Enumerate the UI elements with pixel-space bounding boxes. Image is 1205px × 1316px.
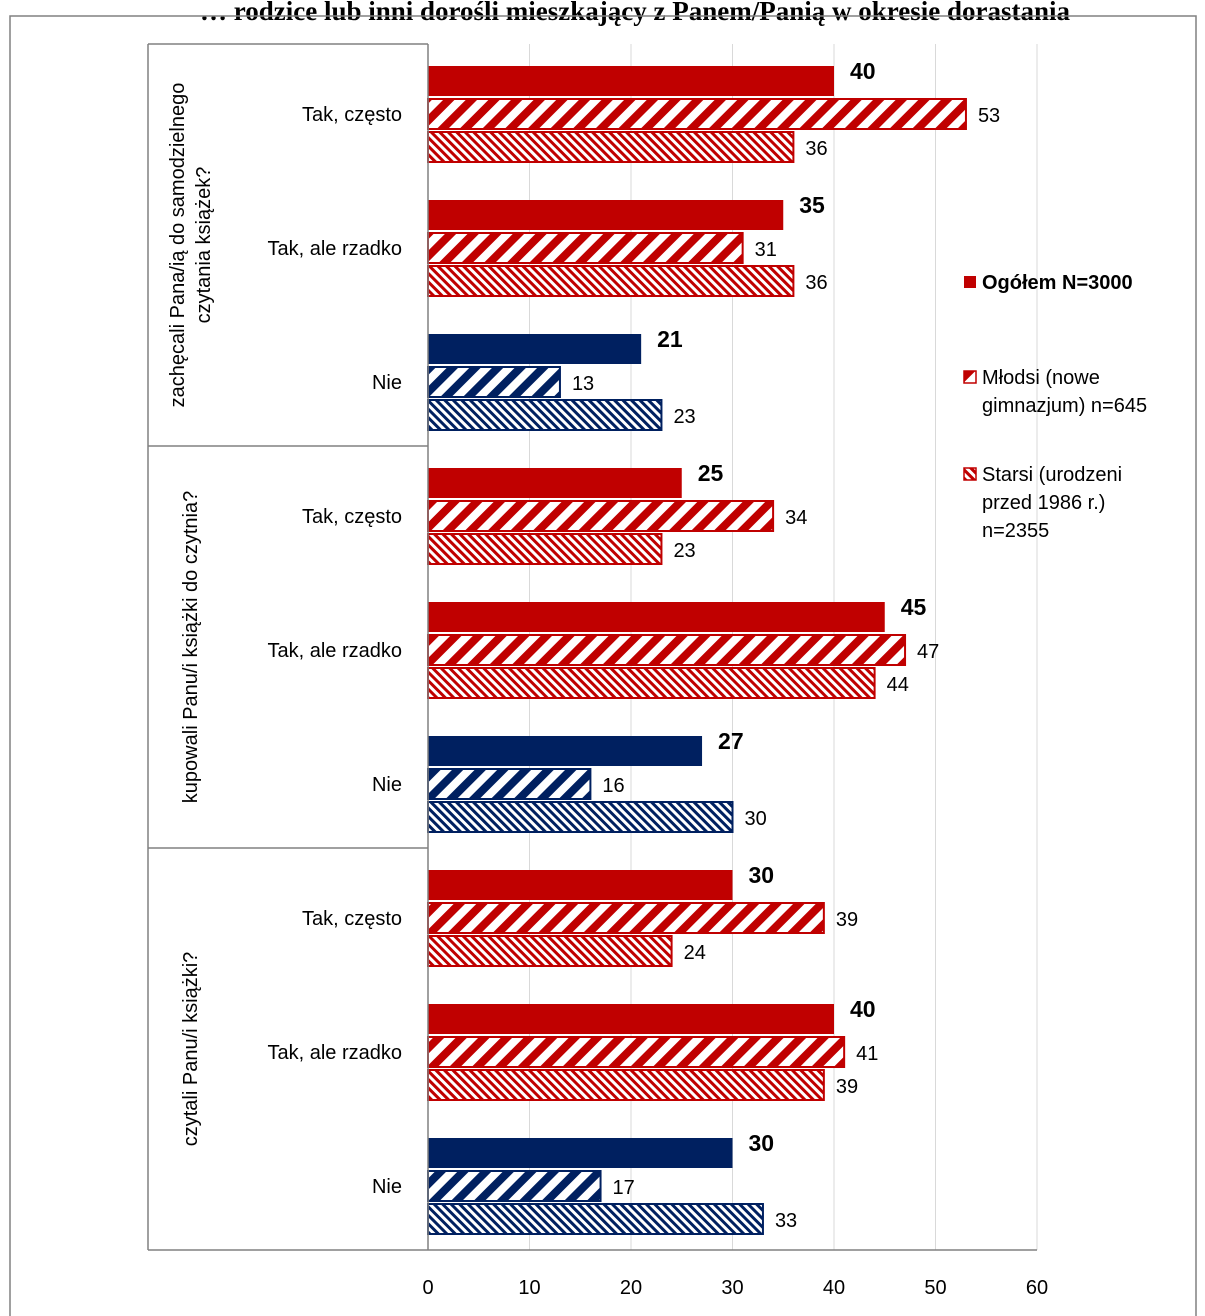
- chart-frame: [9, 15, 1197, 1316]
- bar: [427, 1069, 825, 1101]
- value-label: 27: [718, 728, 744, 754]
- bar: [427, 1203, 764, 1235]
- x-tick-label: 40: [823, 1277, 845, 1299]
- value-label: 23: [673, 540, 695, 562]
- value-label: 39: [836, 909, 858, 931]
- value-label: 36: [805, 272, 827, 294]
- bar: [428, 200, 784, 230]
- legend: Ogółem N=3000 Młodsi (nowe gimnazjum) n=64…: [963, 272, 1147, 542]
- bar: [428, 1138, 733, 1168]
- bars: [427, 66, 967, 1235]
- value-label: 33: [775, 1210, 797, 1232]
- x-axis: 0 10 20 30 40 50 60: [148, 44, 1048, 1299]
- bar: [428, 736, 703, 766]
- value-label: 40: [850, 58, 876, 84]
- category-label: Tak, ale rzadko: [267, 640, 402, 662]
- legend-label: Młodsi (nowe gimnazjum) n=645: [982, 367, 1147, 417]
- bar: [427, 1170, 602, 1202]
- bar: [427, 935, 673, 967]
- bar: [427, 902, 825, 934]
- legend-label: Starsi (urodzeni przed 1986 r.) n=2355: [982, 464, 1122, 542]
- category-label: Tak, często: [302, 908, 402, 930]
- category-label: Nie: [372, 372, 402, 394]
- value-label: 30: [745, 808, 767, 830]
- value-label: 36: [805, 138, 827, 160]
- legend-label: Ogółem N=3000: [982, 272, 1133, 294]
- x-tick-label: 60: [1026, 1277, 1048, 1299]
- bar: [428, 602, 885, 632]
- bar: [427, 131, 795, 163]
- bar: [427, 399, 663, 431]
- category-label: Tak, ale rzadko: [267, 1042, 402, 1064]
- bar: [427, 1036, 846, 1068]
- category-frame: [147, 43, 428, 1250]
- legend-swatch: [963, 467, 977, 481]
- x-tick-label: 0: [422, 1277, 433, 1299]
- value-label: 41: [856, 1043, 878, 1065]
- legend-swatch: [963, 370, 977, 384]
- bar: [427, 366, 561, 398]
- bar: [427, 634, 907, 666]
- bar: [427, 801, 734, 833]
- group-labels: zachęcali Pana/ią do samodzielnego czytan…: [167, 83, 215, 1147]
- value-label: 16: [602, 775, 624, 797]
- value-labels: 40 53 36 35 31 36 21 13 23 25 34 23 45 47 44 27 16 30 30 39…: [572, 58, 1000, 1232]
- value-label: 35: [799, 192, 825, 218]
- bar: [428, 334, 642, 364]
- bar: [428, 66, 834, 96]
- x-tick-label: 30: [721, 1277, 743, 1299]
- category-labels: Tak, często Tak, ale rzadko Nie Tak, często…: [267, 104, 402, 1198]
- value-label: 13: [572, 373, 594, 395]
- category-label: Tak, często: [302, 104, 402, 126]
- x-tick-label: 20: [620, 1277, 642, 1299]
- value-label: 45: [901, 594, 927, 620]
- chart-title: … rodzice lub inni dorośli mieszkający z…: [200, 0, 1070, 26]
- bar: [428, 468, 682, 498]
- value-label: 31: [755, 239, 777, 261]
- group-label: czytali Panu/i książki?: [180, 952, 202, 1147]
- category-label: Tak, często: [302, 506, 402, 528]
- category-label: Nie: [372, 1176, 402, 1198]
- bar: [427, 768, 592, 800]
- value-label: 30: [749, 862, 775, 888]
- bar: [427, 667, 876, 699]
- bar: [427, 232, 744, 264]
- category-label: Nie: [372, 774, 402, 796]
- value-label: 47: [917, 641, 939, 663]
- value-label: 40: [850, 996, 876, 1022]
- group-label: kupowali Panu/i książki do czytnia?: [180, 491, 202, 803]
- bar: [428, 1004, 834, 1034]
- value-label: 53: [978, 105, 1000, 127]
- x-tick-label: 10: [518, 1277, 540, 1299]
- bar: [427, 500, 775, 532]
- category-label: Tak, ale rzadko: [267, 238, 402, 260]
- bar: [427, 265, 795, 297]
- value-label: 25: [698, 460, 724, 486]
- value-label: 24: [684, 942, 706, 964]
- bar: [427, 533, 663, 565]
- group-label: zachęcali Pana/ią do samodzielnego czytan…: [167, 83, 215, 408]
- x-tick-label: 50: [924, 1277, 946, 1299]
- legend-swatch: [964, 276, 976, 288]
- value-label: 21: [657, 326, 683, 352]
- value-label: 44: [887, 674, 909, 696]
- value-label: 39: [836, 1076, 858, 1098]
- bar: [428, 870, 733, 900]
- value-label: 23: [673, 406, 695, 428]
- value-label: 17: [613, 1177, 635, 1199]
- value-label: 34: [785, 507, 807, 529]
- bar: [427, 98, 967, 130]
- value-label: 30: [749, 1130, 775, 1156]
